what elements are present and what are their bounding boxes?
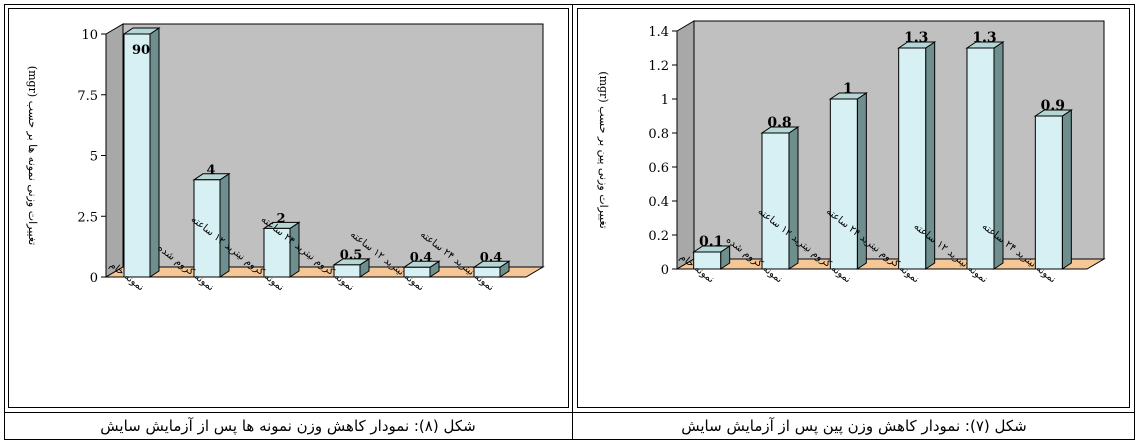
y-tick-label: 10 [81,28,98,43]
data-label: 0.1 [699,234,723,250]
bar [1034,115,1063,270]
data-label: 0.4 [480,250,503,265]
y-tick-label: 0.8 [648,127,669,142]
data-label: 0.8 [767,115,791,131]
data-label: 4 [206,163,215,178]
y-tick-label: 5 [90,150,98,165]
figure-table [4,4,1135,440]
bar [966,47,995,270]
plot-back-wall [122,23,544,268]
y-tick-label: 1.2 [648,59,669,74]
bar [829,98,858,270]
bar [693,251,722,270]
bar [123,33,151,278]
bar-side [149,27,160,278]
caption-figure-7: شکل (۷): نمودار کاهش وزن پین پس از آزمای… [681,417,1027,435]
y-axis-title: تغییرات وزنی نمونه ها بر حسب (mgr) [26,66,39,245]
bar [761,132,790,270]
y-tick-label: 0.4 [648,195,669,210]
y-tick-label: 7.5 [77,89,98,104]
column-divider [572,4,573,440]
data-label: 1 [843,81,853,97]
data-label: 1.3 [904,30,928,46]
y-tick-label: 2.5 [77,210,98,225]
data-label: 2 [276,211,285,226]
bar [898,47,927,270]
y-tick-label: 0 [661,263,669,278]
data-label: 0.9 [1041,98,1065,114]
bar-side [219,172,230,278]
bar [403,266,431,278]
chart-pin-weight-loss: 0 0.2 0.4 0.6 0.8 1 1.2 1.4 تغییرات وزنی پین بر … [577,8,1130,408]
y-tick-label: 0.6 [648,161,669,176]
bar [193,179,221,278]
y-tick-label: 0 [90,271,98,286]
bar [263,227,291,278]
y-axis-title: تغییرات وزنی پین بر حسب (mgr) [597,71,610,228]
y-tick-label: 1 [661,93,669,108]
data-label: 0.4 [410,250,433,265]
chart-sample-weight-loss: 0 2.5 5 7.5 10 تغییرات وزنی نمونه ها بر حسب (… [8,8,569,408]
caption-figure-8: شکل (۸): نمودار کاهش وزن نمونه ها پس از … [100,417,476,435]
chart-pin-weight-loss-svg: 0 0.2 0.4 0.6 0.8 1 1.2 1.4 تغییرات وزنی پین بر … [597,20,1106,285]
plot-side-wall [676,20,695,270]
bar [473,266,501,278]
y-tick-label: 0.2 [648,229,669,244]
data-label: 0.5 [340,248,363,263]
plot-side-wall [105,23,124,278]
bar [333,264,361,278]
y-tick-label: 1.4 [648,25,669,40]
data-label: 90 [132,43,150,58]
bar-side [1061,109,1072,270]
bar-side [788,126,799,270]
chart-sample-weight-loss-svg: 0 2.5 5 7.5 10 تغییرات وزنی نمونه ها بر حسب (… [26,23,545,293]
data-label: 1.3 [972,30,996,46]
caption-divider [4,412,1135,413]
